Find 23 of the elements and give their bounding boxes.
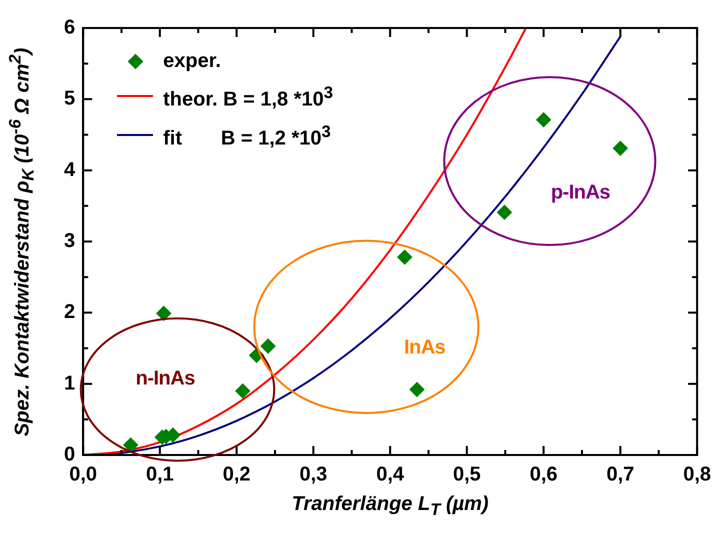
x-tick-label: 0,0 [69, 464, 98, 486]
x-tick-label: 0,6 [530, 464, 558, 486]
legend-label: theor. B = 1,8 *10$^{3}$ [163, 82, 334, 113]
x-tick-label: 0,1 [146, 464, 174, 486]
x-tick-label: 0,2 [222, 464, 251, 486]
y-tick-label: 4 [64, 158, 76, 181]
y-tick-label: 6 [64, 16, 76, 39]
x-tick-label: 0,8 [683, 464, 712, 486]
annotation: p-InAs [550, 182, 610, 205]
x-tick-label: 0,5 [452, 464, 481, 486]
annotation: InAs [404, 336, 446, 360]
x-tick-label: 0,7 [606, 464, 634, 486]
y-tick-label: 2 [64, 301, 76, 324]
x-axis-title: Tranferlänge L$_{T}$ (µm) [292, 493, 489, 520]
legend-label: exper. [163, 49, 221, 74]
annotation: n-InAs [136, 367, 195, 390]
y-tick-label: 3 [64, 230, 76, 252]
legend-label: fit B = 1,2 *10$^{3}$ [163, 120, 331, 152]
y-tick-label: 1 [64, 372, 76, 394]
y-tick-label: 0 [64, 444, 76, 466]
y-tick-label: 5 [64, 88, 76, 110]
x-tick-label: 0,4 [376, 464, 405, 486]
x-tick-label: 0,3 [299, 464, 328, 486]
